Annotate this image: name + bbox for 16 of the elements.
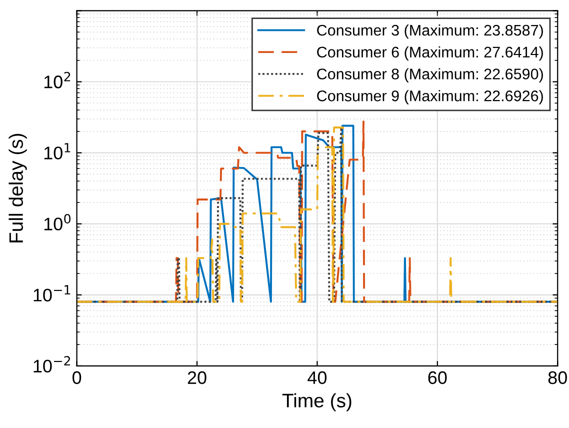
x-tick-label: 80	[548, 371, 567, 384]
legend-label: Consumer 9 (Maximum: 22.6926)	[317, 90, 543, 104]
legend-label: Consumer 3 (Maximum: 23.8587)	[317, 24, 543, 39]
x-tick-label: 60	[428, 371, 447, 384]
x-tick-label: 20	[188, 371, 206, 384]
x-tick-label: 0	[72, 371, 82, 384]
legend-label: Consumer 6 (Maximum: 27.6414)	[317, 46, 543, 61]
y-axis-title: Full delay (s)	[8, 134, 27, 242]
y-tick-label: 10$^{−2}$	[34, 356, 70, 373]
legend-label: Consumer 8 (Maximum: 22.6590)	[317, 68, 543, 82]
y-tick-label: 10$^{−1}$	[34, 285, 70, 302]
x-tick-label: 40	[308, 371, 327, 384]
y-tick-label: 10$^{2}$	[44, 72, 70, 88]
y-tick-label: 10$^{0}$	[44, 214, 71, 230]
x-axis-title: Time (s)	[282, 393, 352, 412]
y-tick-label: 10$^{1}$	[44, 143, 70, 160]
